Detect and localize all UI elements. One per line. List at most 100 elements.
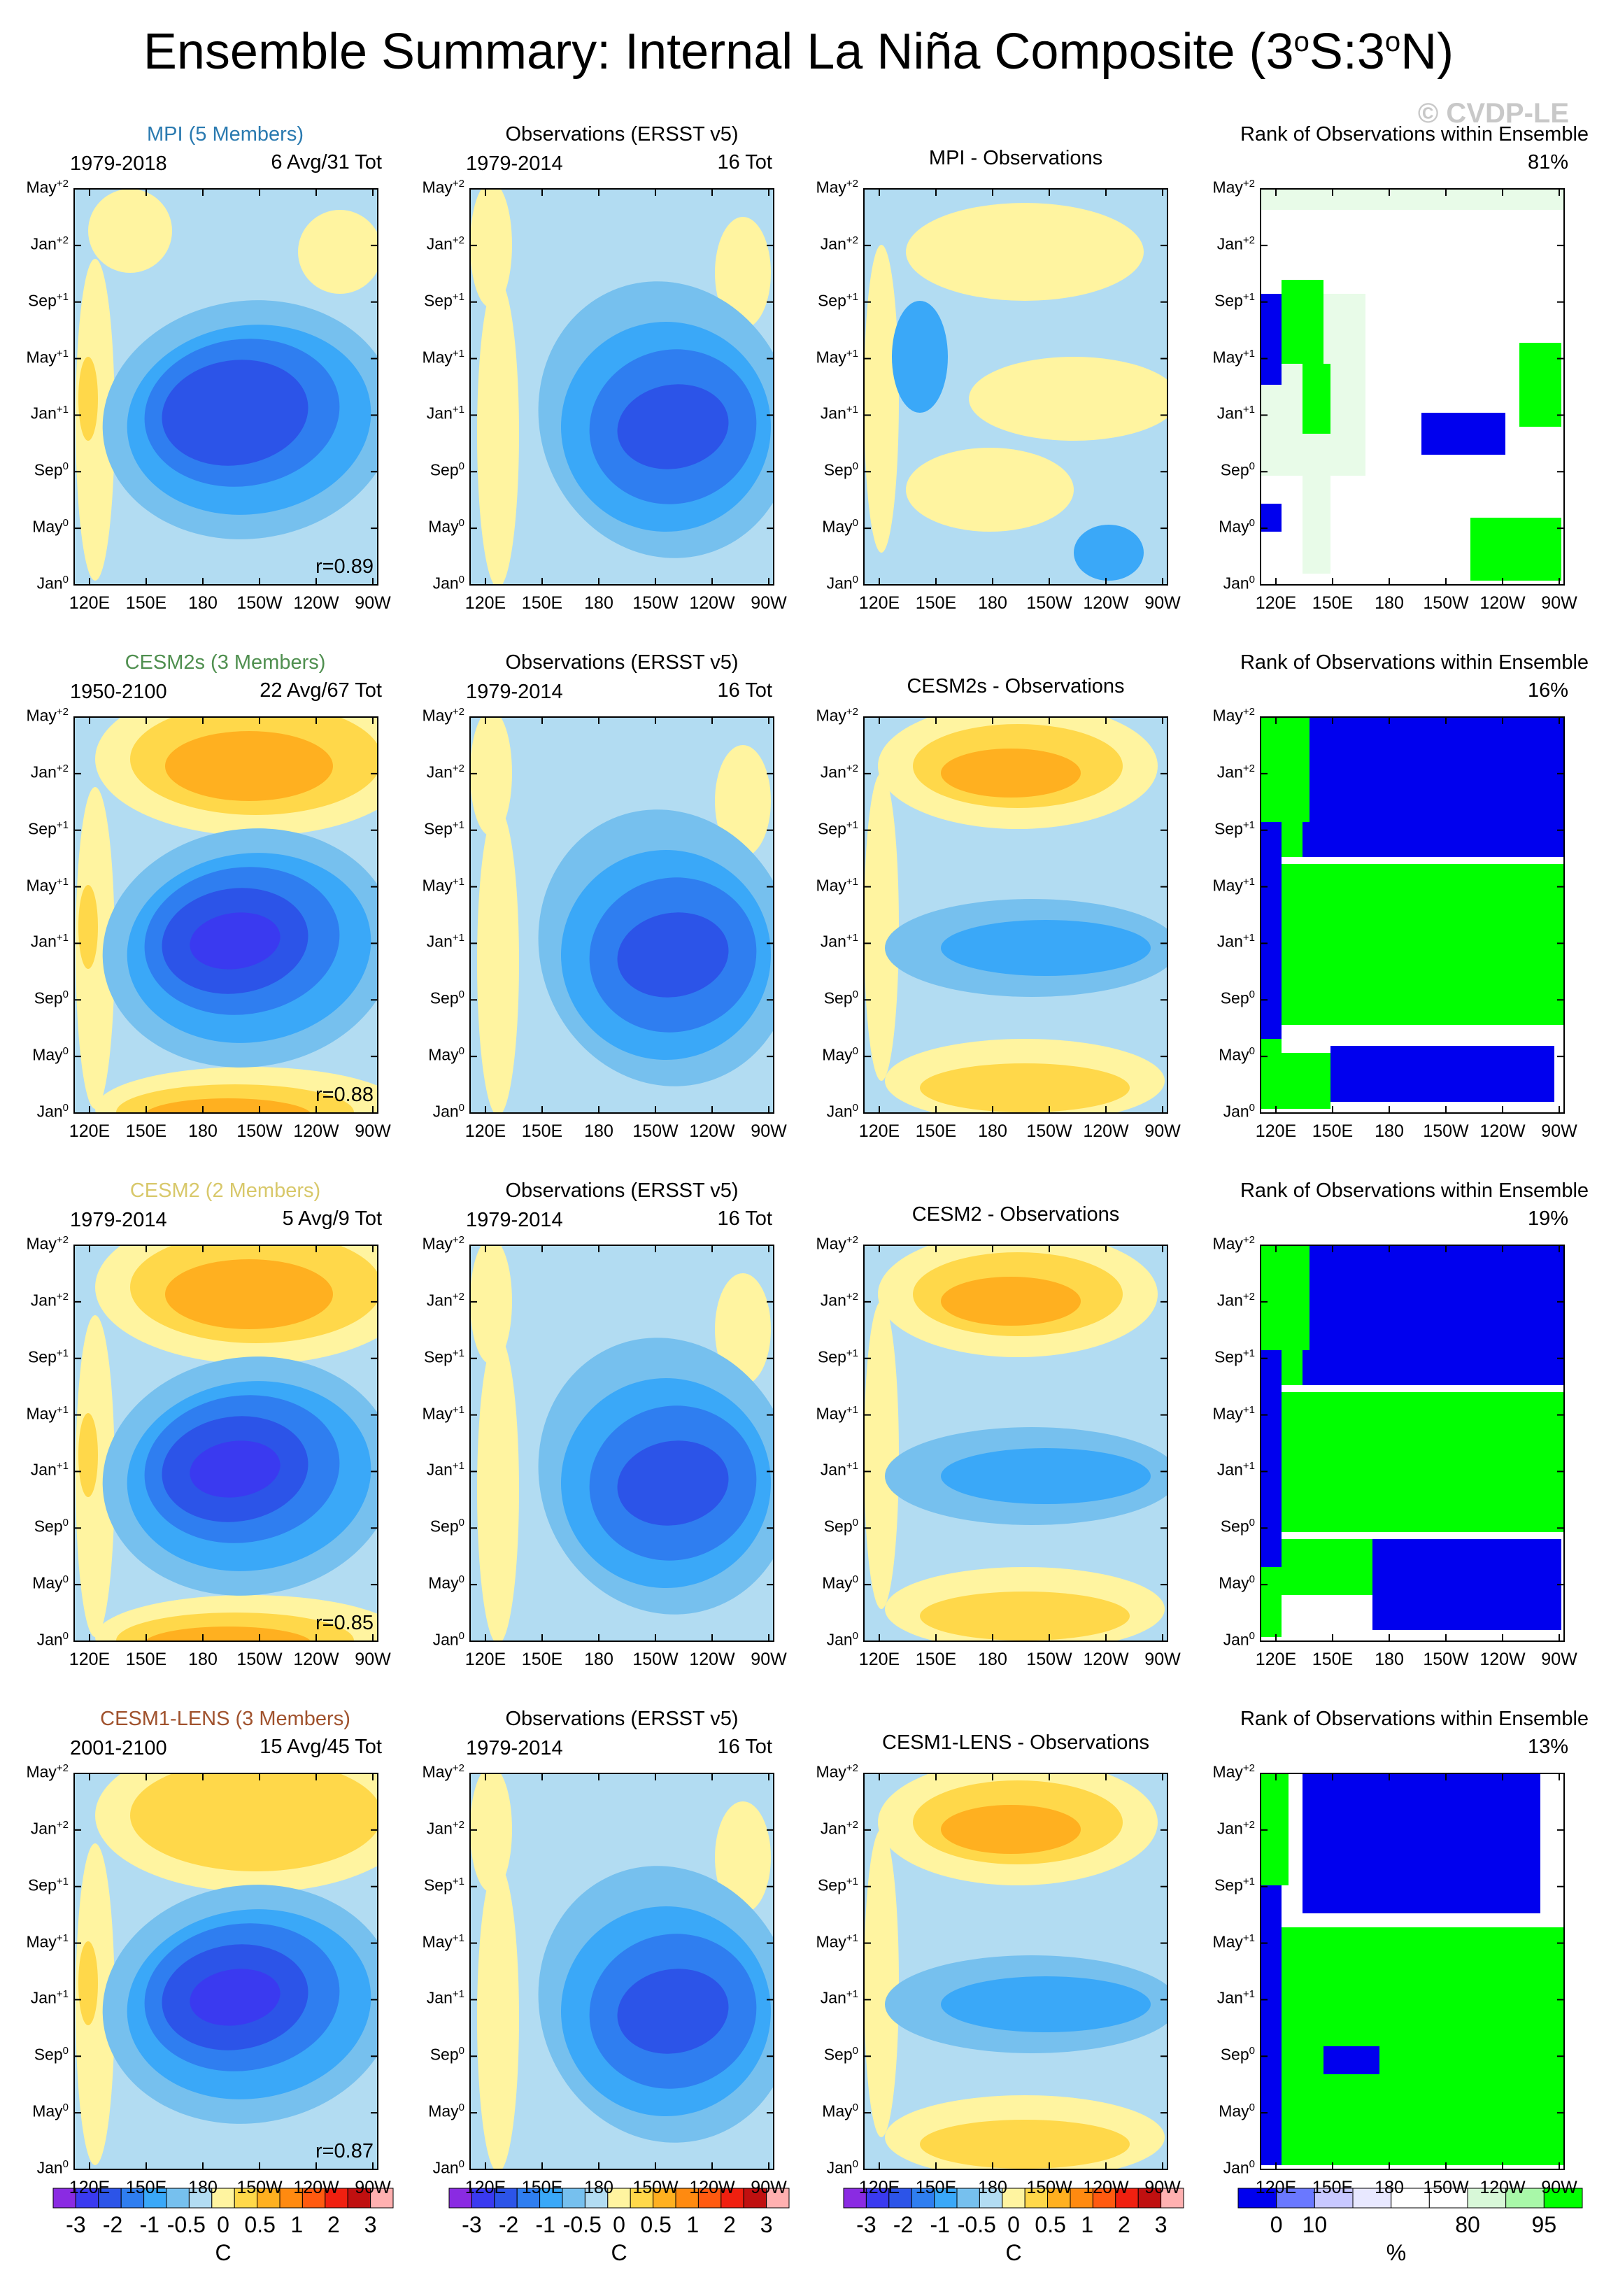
- colorbar-label: 80: [1455, 2212, 1480, 2237]
- obs-period: 1979-2014: [466, 1737, 563, 1759]
- contour-region: [470, 189, 512, 308]
- y-tick-label: Jan+2: [1216, 1818, 1255, 1838]
- x-tick-label: 150W: [236, 1650, 283, 1669]
- colorbar-swatch: [934, 2188, 958, 2209]
- y-tick-label: Sep+1: [27, 1347, 69, 1366]
- rank-mid-region: [1261, 189, 1564, 210]
- colorbar-label: -2: [498, 2212, 519, 2237]
- contour-region: [162, 360, 308, 466]
- colorbar-swatch: [1314, 2188, 1354, 2209]
- plot-frame: [863, 188, 1168, 586]
- plot-frame: [1260, 1773, 1565, 2170]
- y-tick-label: Jan0: [432, 1102, 464, 1121]
- colorbar-label: -1: [930, 2212, 950, 2237]
- x-tick-label: 120E: [858, 1121, 900, 1141]
- diff-title: MPI - Observations: [928, 147, 1103, 169]
- plot-frame: [73, 1245, 378, 1642]
- x-tick-label: 180: [1375, 593, 1404, 613]
- y-tick-label: Sep0: [1220, 988, 1255, 1007]
- y-tick-label: May+2: [1212, 1234, 1255, 1253]
- model-count: 5 Avg/9 Tot: [282, 1207, 382, 1230]
- colorbar-swatch: [1070, 2188, 1093, 2209]
- x-tick-label: 180: [584, 2178, 613, 2197]
- x-tick-label: 150E: [125, 593, 167, 613]
- y-tick-label: Jan0: [826, 2158, 858, 2177]
- rank-low-region: [1261, 1350, 1282, 1567]
- x-tick-label: 120E: [464, 1121, 506, 1141]
- x-tick-label: 120W: [689, 1121, 735, 1141]
- rank-low-region: [1261, 1885, 1282, 2032]
- x-tick-label: 120W: [293, 2178, 339, 2197]
- contour-region: [906, 448, 1074, 532]
- x-tick-label: 180: [188, 1650, 218, 1669]
- colorbar-swatch: [120, 2188, 145, 2209]
- y-tick-label: Jan+2: [820, 762, 858, 781]
- y-tick-label: May+2: [422, 178, 464, 197]
- x-tick-label: 180: [584, 1121, 613, 1141]
- colorbar-swatch: [188, 2188, 213, 2209]
- colorbar-swatch: [1391, 2188, 1430, 2209]
- contour-region: [906, 203, 1144, 301]
- x-tick-label: 120W: [1479, 1650, 1526, 1669]
- sst-field: [74, 1245, 378, 1641]
- y-tick-label: May+2: [26, 178, 69, 197]
- rank-low-region: [1303, 1773, 1540, 1913]
- pattern-correlation: r=0.89: [315, 555, 374, 578]
- contour-region: [130, 1773, 378, 1871]
- plot-frame: [1260, 1245, 1565, 1642]
- colorbar-label: 0.5: [244, 2212, 276, 2237]
- diff-field: [864, 717, 1167, 1113]
- contour-region: [715, 1273, 771, 1385]
- colorbar-swatch: [75, 2188, 99, 2209]
- y-tick-label: May+1: [26, 1403, 69, 1423]
- y-tick-label: May+2: [816, 1234, 858, 1253]
- model-count: 6 Avg/31 Tot: [271, 151, 382, 173]
- colorbar-swatch: [279, 2188, 303, 2209]
- model-title: CESM1-LENS (3 Members): [100, 1708, 350, 1730]
- colorbar-swatch: [911, 2188, 935, 2209]
- rank-high-region: [1519, 343, 1561, 427]
- y-tick-label: Jan+2: [1216, 762, 1255, 781]
- rank-field: [1261, 1245, 1564, 1641]
- contour-region: [617, 1969, 729, 2054]
- contour-region: [941, 1805, 1081, 1854]
- contour-region: [941, 920, 1151, 976]
- colorbar-label: -1: [139, 2212, 159, 2237]
- contour-region: [78, 1941, 98, 2025]
- plot-frame: [1260, 188, 1565, 586]
- y-tick-label: Sep0: [430, 460, 464, 479]
- x-tick-label: 120W: [1083, 1121, 1129, 1141]
- y-tick-label: Jan+1: [820, 404, 858, 423]
- colorbar-swatch: [843, 2188, 867, 2209]
- contour-region: [145, 1098, 311, 1113]
- x-tick-label: 120E: [1255, 1650, 1297, 1669]
- pattern-correlation: r=0.88: [315, 1084, 374, 1106]
- y-tick-label: Jan0: [36, 2158, 69, 2177]
- x-tick-label: 90W: [355, 1121, 391, 1141]
- x-tick-label: 90W: [1144, 1650, 1181, 1669]
- watermark: © CVDP-LE: [1417, 98, 1569, 129]
- y-tick-label: Jan+2: [426, 762, 464, 781]
- x-tick-label: 120W: [689, 593, 735, 613]
- y-tick-label: Jan+1: [820, 1460, 858, 1480]
- y-tick-label: Sep+1: [423, 1875, 464, 1894]
- colorbar-label: 2: [1118, 2212, 1130, 2237]
- rank-high-region: [1282, 1315, 1303, 1385]
- x-tick-label: 120W: [689, 2178, 735, 2197]
- y-tick-label: Jan+1: [820, 932, 858, 951]
- diff-title: CESM2 - Observations: [911, 1203, 1120, 1226]
- y-tick-label: Sep0: [823, 988, 858, 1007]
- contour-region: [145, 1627, 311, 1641]
- y-tick-label: Sep0: [1220, 2045, 1255, 2064]
- y-tick-label: May+2: [816, 178, 858, 197]
- contour-region: [864, 1829, 899, 2137]
- contour-region: [864, 1301, 899, 1609]
- y-tick-label: May0: [428, 1573, 464, 1592]
- colorbar-swatch: [1092, 2188, 1116, 2209]
- rank-high-region: [1261, 1567, 1282, 1637]
- contour-region: [969, 357, 1167, 441]
- contour-region: [941, 1976, 1151, 2032]
- rank-low-region: [1261, 294, 1282, 385]
- x-tick-label: 120E: [858, 593, 900, 613]
- y-tick-label: Sep0: [34, 1517, 69, 1536]
